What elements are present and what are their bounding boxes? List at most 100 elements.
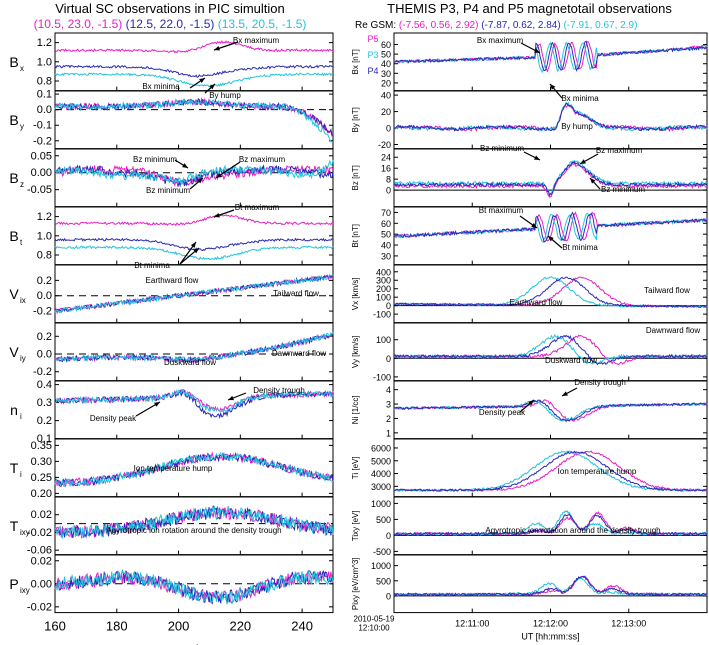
left-series-cyan-line — [54, 274, 334, 314]
right-x-tick-label: 12:13:00 — [611, 619, 646, 629]
left-annotation: Bx maximum — [233, 36, 280, 45]
left-y-axis-label-subscript: y — [20, 122, 24, 131]
left-series-blue-line — [54, 64, 334, 78]
left-x-axis-title: Ωit — [185, 642, 203, 645]
right-y-tick-label: 500 — [376, 576, 391, 586]
left-y-axis-label: V — [9, 344, 19, 360]
right-y-axis-label: Pixy [eV/cm^3] — [351, 557, 360, 610]
right-annotation: Duskward flow — [545, 356, 597, 365]
left-y-axis-label-subscript: t — [20, 238, 23, 247]
left-y-tick-label: 0.35 — [31, 440, 52, 452]
right-y-tick-label: 0 — [386, 591, 391, 601]
left-y-tick-label: -0.2 — [33, 135, 52, 147]
left-y-tick-label: -0.06 — [27, 545, 52, 557]
right-series-blue-line — [393, 513, 708, 537]
right-y-tick-label: 50 — [381, 230, 391, 240]
right-annotation-arrowhead — [528, 400, 534, 406]
right-coords-label: Re GSM: — [355, 20, 397, 31]
left-annotation: Agyrotropic ion rotation around the dens… — [106, 526, 281, 535]
left-y-tick-label: 0.8 — [37, 250, 52, 262]
right-annotation: Density peak — [479, 408, 526, 417]
left-panel-2: -0.2 -0.1 0.0 0.1 — [33, 89, 334, 150]
left-y-axis-label-subscript: x — [20, 64, 24, 73]
right-legend-P4: P4 — [367, 66, 378, 76]
right-series-magenta-line — [394, 450, 708, 493]
right-x-axis-title: UT [hh:mm:ss] — [521, 632, 579, 642]
right-y-tick-label: 24 — [381, 153, 391, 163]
left-x-tick-label: 200 — [168, 619, 190, 634]
left-panel-4: 0.8 1.0 1.2 — [37, 206, 334, 266]
left-y-axis-label: B — [9, 54, 18, 70]
left-y-tick-label: 0.00 — [31, 167, 52, 179]
left-annotation-arrowhead — [154, 402, 160, 407]
left-y-tick-label: 0.30 — [31, 456, 52, 468]
right-y-tick-label: 300 — [376, 276, 391, 286]
right-annotation: By hump — [561, 122, 593, 131]
left-series-cyan-line — [54, 159, 334, 186]
left-y-tick-label: 0.2 — [37, 331, 52, 343]
left-y-tick-label: 0.0 — [37, 290, 52, 302]
left-coordinates-legend: (10.5, 23.0, -1.5) (12.5, 22.0, -1.5) (1… — [0, 17, 340, 31]
right-panel-frame — [393, 90, 708, 150]
left-series-blue-line — [54, 505, 334, 539]
left-annotation-arrowhead — [216, 172, 222, 178]
right-y-tick-label: 16 — [381, 164, 391, 174]
left-y-tick-label: 0.25 — [31, 472, 52, 484]
right-legend-P5: P5 — [367, 34, 378, 44]
right-y-tick-label: 1 — [386, 428, 391, 438]
left-annotation: Bz minimum — [146, 186, 190, 195]
right-series-cyan-line — [393, 101, 708, 132]
right-series-cyan-line — [393, 577, 708, 597]
right-y-tick-label: 2 — [386, 414, 391, 424]
left-annotation: By hump — [209, 91, 241, 100]
left-annotation-arrowhead — [193, 248, 199, 254]
left-annotation: Density peak — [90, 414, 137, 423]
right-series-blue-line — [393, 211, 708, 243]
right-coord-cyan: (-7.91, 0.67, 2.9) — [563, 20, 638, 31]
left-panel-frame — [54, 32, 334, 92]
left-series-cyan-line — [54, 331, 334, 363]
right-series-blue-line — [393, 40, 708, 72]
left-annotation: Bx minima — [142, 82, 180, 91]
right-y-tick-label: 0 — [386, 531, 391, 541]
left-panel-10: -0.02 0.00 0.02 — [27, 554, 334, 613]
right-y-tick-label: 0 — [386, 124, 391, 134]
left-series-blue-line — [54, 451, 334, 488]
left-y-tick-label: 0.0 — [37, 349, 52, 361]
right-annotation: Bz minimum — [480, 144, 524, 153]
right-y-tick-label: 4 — [386, 385, 391, 395]
left-panel-9: -0.06 -0.02 0.02 — [27, 496, 334, 557]
right-y-tick-label: 6000 — [371, 443, 391, 453]
right-y-tick-label: 40 — [381, 59, 391, 69]
right-series-magenta-line — [393, 399, 708, 422]
left-y-tick-label: 0.2 — [37, 415, 52, 427]
right-y-tick-label: 50 — [381, 50, 391, 60]
left-y-tick-label: 0.2 — [37, 275, 52, 287]
left-annotation: Bt maximum — [235, 203, 280, 212]
left-annotation: Earthward flow — [146, 276, 199, 285]
right-coord-blue: (-7.87, 0.62, 2.84) — [481, 20, 561, 31]
right-series-cyan-line — [393, 160, 708, 195]
right-annotation: Ion temperature hump — [558, 467, 637, 476]
left-series-blue-line — [54, 569, 334, 605]
right-y-axis-label: Ti [eV] — [351, 456, 360, 479]
right-annotation: Tailward flow — [644, 286, 690, 295]
left-annotation: Bz maximum — [239, 155, 286, 164]
left-y-tick-label: 1.0 — [37, 230, 52, 242]
left-annotation: Tailward flow — [273, 289, 319, 298]
right-series-blue-line — [394, 450, 708, 492]
right-y-tick-label: 40 — [381, 241, 391, 251]
left-y-axis-label: P — [9, 576, 18, 592]
left-y-tick-label: 0.1 — [37, 89, 52, 101]
right-annotation-arrowhead — [531, 222, 537, 228]
right-annotation-arrowhead — [534, 48, 540, 53]
right-series-blue-line — [393, 161, 708, 197]
left-y-tick-label: 0.8 — [37, 76, 52, 88]
right-y-tick-label: 1000 — [371, 561, 391, 571]
left-series-cyan-line — [54, 451, 334, 487]
left-y-tick-label: -0.05 — [27, 184, 52, 196]
